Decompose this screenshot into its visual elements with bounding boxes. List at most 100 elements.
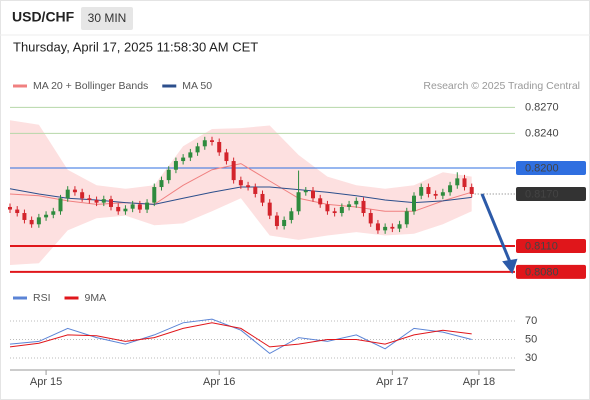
candle-body	[238, 180, 243, 186]
candle-body	[36, 217, 41, 225]
candle-body	[375, 223, 380, 231]
candle-body	[354, 200, 359, 205]
candle-body	[347, 204, 352, 207]
candle-body	[137, 204, 142, 210]
candle-body	[65, 189, 70, 199]
source: Research © 2025 Trading Central	[423, 80, 580, 92]
candle-body	[361, 200, 366, 214]
candle-body	[29, 219, 34, 225]
level-label: 0.8200	[525, 162, 559, 174]
x-tick-label: Apr 15	[30, 376, 62, 388]
candle-body	[51, 211, 56, 215]
candle-body	[80, 192, 85, 199]
candle-body	[274, 215, 279, 227]
candle-body	[426, 187, 431, 194]
candle-body	[87, 198, 92, 201]
level-box	[516, 160, 586, 175]
candle-body	[145, 202, 150, 210]
x-tick-label: Apr 16	[203, 376, 235, 388]
candle-body	[448, 185, 453, 193]
candle-body	[390, 226, 395, 229]
candle-body	[289, 211, 294, 220]
y-tick-label: 70	[525, 315, 537, 327]
candle-body	[224, 152, 229, 162]
candle-body	[469, 187, 474, 194]
rsi-panel: RSI 9MA 70 50 30 Apr 15 Apr 16 Apr 17 Apr 18	[9, 292, 537, 388]
candle-body	[303, 190, 308, 193]
level-label: 0.8110	[525, 240, 558, 252]
level-label: 0.8080	[525, 266, 559, 278]
candle-body	[318, 198, 323, 205]
candle-body	[267, 202, 272, 216]
candle-body	[22, 213, 27, 220]
candle-body	[58, 198, 63, 212]
candle-body	[195, 146, 200, 153]
level-box	[516, 238, 586, 253]
candle-body	[159, 180, 164, 188]
candle-body	[412, 195, 416, 212]
candle-body	[296, 192, 301, 212]
ma-line	[9, 163, 472, 212]
candle-body	[368, 213, 373, 224]
candle-body	[202, 140, 207, 147]
indicator-line	[9, 318, 472, 354]
candle-body	[210, 140, 214, 142]
candle-body	[130, 204, 135, 209]
x-tick-label: Apr 18	[463, 376, 495, 388]
candle-body	[383, 226, 388, 231]
candle-body	[188, 152, 193, 158]
candle-body	[433, 193, 438, 196]
candle-body	[339, 206, 344, 214]
candle-body	[246, 185, 251, 188]
level-label: 0.8270	[525, 102, 559, 114]
level-label: 0.8240	[525, 128, 559, 140]
legend-label: 9MA	[85, 292, 107, 304]
candle-body	[217, 141, 222, 153]
candle-body	[332, 211, 337, 214]
candle-body	[231, 161, 236, 181]
y-tick-label: 50	[525, 333, 537, 345]
candle-body	[109, 199, 113, 207]
candle-body	[260, 193, 265, 203]
candle-body	[282, 219, 287, 227]
candle-body	[462, 178, 467, 188]
forecast-arrow	[480, 193, 512, 263]
y-tick-label: 30	[525, 352, 537, 364]
legend-label: MA 20 + Bollinger Bands	[33, 80, 148, 92]
arrow-head	[502, 258, 518, 275]
candle-body	[123, 208, 128, 212]
candle-body	[311, 190, 315, 199]
candle-body	[152, 187, 157, 203]
candle-body	[72, 189, 77, 193]
candle-body	[181, 157, 186, 162]
symbol: USD/CHF	[12, 9, 75, 25]
candle-body	[94, 200, 99, 203]
price-panel: MA 20 + Bollinger Bands MA 50 0.8270 0.8240…	[8, 80, 586, 279]
legend-label: RSI	[33, 292, 51, 304]
candle-body	[8, 206, 12, 210]
legend-label: MA 50	[182, 80, 212, 92]
candle-body	[101, 199, 106, 203]
candle-body	[419, 187, 424, 196]
timestamp: Thursday, April 17, 2025 11:58:30 AM CET	[13, 39, 258, 54]
candle-body	[325, 204, 330, 212]
candle-body	[404, 211, 409, 225]
last-price-box	[516, 186, 586, 201]
candle-body	[440, 192, 445, 196]
timeframe-box	[81, 7, 133, 30]
last-price-label: 0.8170	[525, 188, 559, 200]
x-tick-label: Apr 17	[376, 376, 408, 388]
candle-body	[397, 224, 402, 229]
candle-body	[44, 214, 49, 218]
indicator-line	[9, 322, 472, 348]
bollinger-band	[10, 120, 472, 265]
candle-body	[173, 161, 178, 170]
candle-body	[15, 209, 20, 214]
candle-body	[253, 187, 258, 194]
candle-body	[116, 206, 121, 212]
timeframe: 30 MIN	[88, 11, 127, 25]
candle-body	[166, 169, 171, 181]
candle-body	[455, 178, 460, 186]
level-box	[516, 264, 586, 279]
